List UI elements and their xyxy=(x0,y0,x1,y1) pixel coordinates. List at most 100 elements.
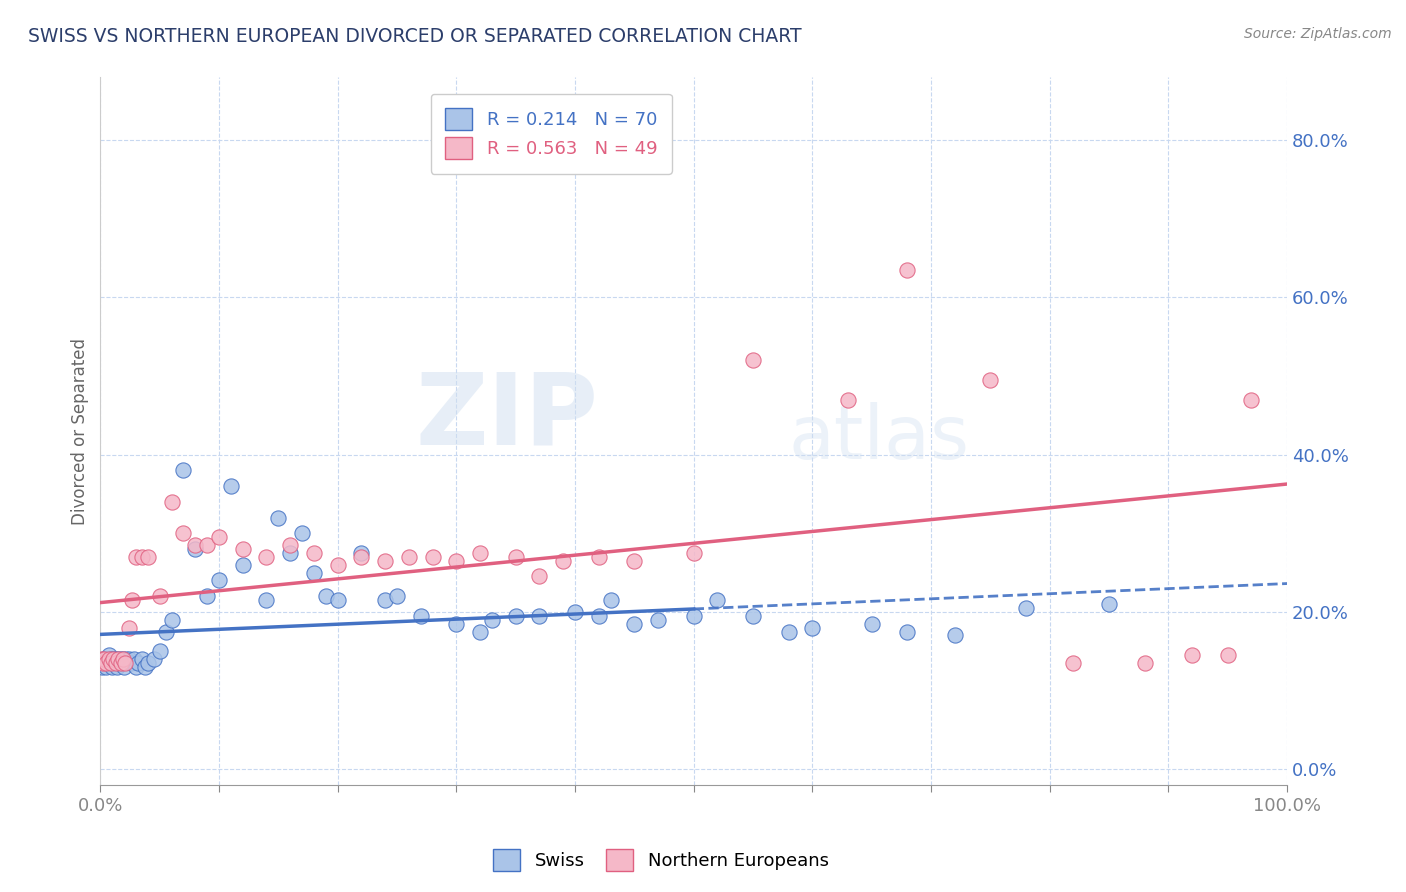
Point xyxy=(121,593,143,607)
Point xyxy=(896,624,918,639)
Point xyxy=(398,549,420,564)
Point xyxy=(93,656,115,670)
Point xyxy=(136,656,159,670)
Text: atlas: atlas xyxy=(789,401,970,475)
Point xyxy=(114,656,136,670)
Point xyxy=(742,353,765,368)
Legend: R = 0.214   N = 70, R = 0.563   N = 49: R = 0.214 N = 70, R = 0.563 N = 49 xyxy=(430,94,672,174)
Point xyxy=(120,656,142,670)
Point xyxy=(422,549,444,564)
Point xyxy=(232,558,254,572)
Point xyxy=(256,593,278,607)
Point xyxy=(278,538,301,552)
Point xyxy=(446,554,468,568)
Point xyxy=(172,463,194,477)
Point xyxy=(302,566,325,580)
Point xyxy=(374,554,396,568)
Point xyxy=(94,652,117,666)
Point xyxy=(682,608,704,623)
Point xyxy=(481,613,503,627)
Point xyxy=(90,652,112,666)
Point xyxy=(232,541,254,556)
Point xyxy=(588,549,610,564)
Point xyxy=(219,479,242,493)
Point xyxy=(326,593,349,607)
Point xyxy=(107,652,129,666)
Point xyxy=(110,652,132,666)
Point xyxy=(105,660,128,674)
Point xyxy=(1133,656,1156,670)
Point xyxy=(326,558,349,572)
Point xyxy=(91,656,114,670)
Point xyxy=(505,608,527,623)
Point xyxy=(374,593,396,607)
Point xyxy=(647,613,669,627)
Point xyxy=(107,652,129,666)
Point xyxy=(385,589,408,603)
Y-axis label: Divorced or Separated: Divorced or Separated xyxy=(72,337,89,524)
Point xyxy=(184,538,207,552)
Point xyxy=(468,624,491,639)
Point xyxy=(1216,648,1239,662)
Point xyxy=(1181,648,1204,662)
Point xyxy=(195,589,218,603)
Point xyxy=(101,660,124,674)
Point xyxy=(943,628,966,642)
Point xyxy=(122,652,145,666)
Point xyxy=(111,652,134,666)
Point xyxy=(118,621,141,635)
Point xyxy=(529,608,551,623)
Point xyxy=(149,644,172,658)
Point xyxy=(184,541,207,556)
Point xyxy=(160,495,183,509)
Point xyxy=(108,656,131,670)
Point xyxy=(505,549,527,564)
Point xyxy=(599,593,621,607)
Point xyxy=(131,549,153,564)
Point xyxy=(104,652,127,666)
Point xyxy=(267,510,290,524)
Point xyxy=(291,526,314,541)
Point xyxy=(553,554,575,568)
Point xyxy=(134,660,156,674)
Point xyxy=(315,589,337,603)
Point xyxy=(127,656,149,670)
Point xyxy=(90,660,112,674)
Point xyxy=(1098,597,1121,611)
Point xyxy=(1062,656,1084,670)
Point xyxy=(160,613,183,627)
Point xyxy=(195,538,218,552)
Point xyxy=(801,621,824,635)
Point xyxy=(1240,392,1263,407)
Point xyxy=(588,608,610,623)
Point xyxy=(409,608,432,623)
Point xyxy=(112,660,135,674)
Point xyxy=(131,652,153,666)
Point xyxy=(100,656,122,670)
Point xyxy=(837,392,859,407)
Point xyxy=(778,624,800,639)
Point xyxy=(172,526,194,541)
Point xyxy=(93,652,115,666)
Point xyxy=(149,589,172,603)
Point xyxy=(529,569,551,583)
Point xyxy=(96,660,118,674)
Point xyxy=(706,593,728,607)
Point xyxy=(468,546,491,560)
Point xyxy=(860,616,883,631)
Point xyxy=(98,656,121,670)
Point xyxy=(350,549,373,564)
Point xyxy=(742,608,765,623)
Point xyxy=(682,546,704,560)
Point xyxy=(103,652,125,666)
Point xyxy=(564,605,586,619)
Point xyxy=(302,546,325,560)
Point xyxy=(96,652,118,666)
Point xyxy=(115,652,138,666)
Text: Source: ZipAtlas.com: Source: ZipAtlas.com xyxy=(1244,27,1392,41)
Point xyxy=(446,616,468,631)
Point xyxy=(155,624,177,639)
Point xyxy=(91,652,114,666)
Point xyxy=(256,549,278,564)
Point xyxy=(125,660,148,674)
